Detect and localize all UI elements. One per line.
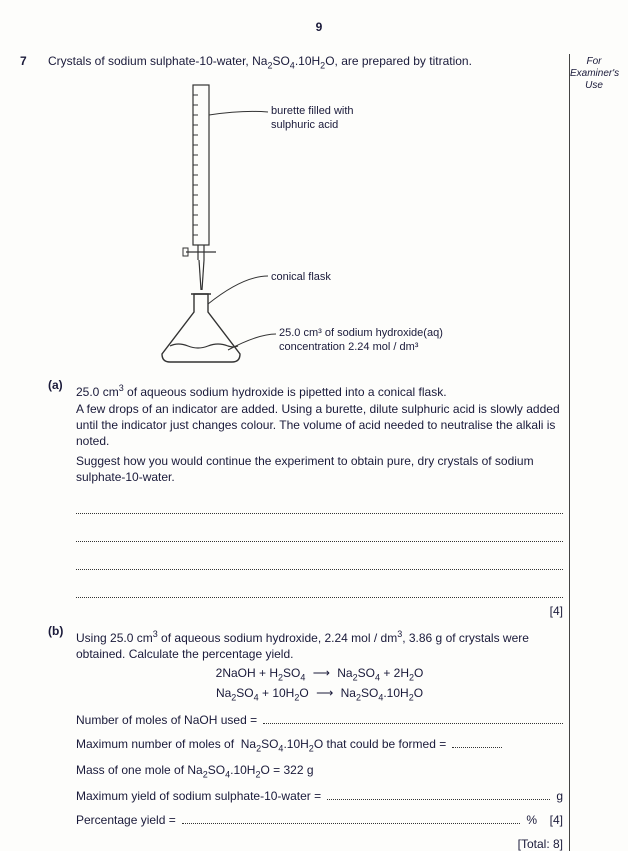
answer-line[interactable]: [76, 500, 563, 514]
question-body: Crystals of sodium sulphate-10-water, Na…: [48, 54, 563, 851]
part-b-label: (b): [48, 624, 70, 851]
answer-blank[interactable]: [182, 814, 521, 824]
question-number: 7: [20, 54, 36, 68]
total-marks: [Total: 8]: [76, 837, 563, 851]
question-row: 7 Crystals of sodium sulphate-10-water, …: [20, 54, 563, 851]
diagram: burette filled with sulphuric acid conic…: [48, 80, 563, 370]
flask-content-line2: concentration 2.24 mol / dm³: [279, 341, 419, 353]
examiner-label: For Examiner's Use: [570, 56, 618, 92]
main-column: 7 Crystals of sodium sulphate-10-water, …: [20, 54, 570, 851]
part-b-p1: Using 25.0 cm3 of aqueous sodium hydroxi…: [76, 628, 563, 662]
calc-max-yield: Maximum yield of sodium sulphate-10-wate…: [76, 789, 563, 803]
part-a: (a) 25.0 cm3 of aqueous sodium hydroxide…: [48, 378, 563, 617]
calc-molar-mass: Mass of one mole of Na2SO4.10H2O = 322 g: [76, 763, 563, 779]
part-b-body: Using 25.0 cm3 of aqueous sodium hydroxi…: [76, 624, 563, 851]
arrow-icon: ⟶: [312, 686, 337, 700]
part-a-body: 25.0 cm3 of aqueous sodium hydroxide is …: [76, 378, 563, 617]
part-a-label: (a): [48, 378, 70, 617]
flask-label: conical flask: [271, 271, 331, 283]
burette-label-line2: sulphuric acid: [271, 119, 338, 131]
calc-moles-naoh: Number of moles of NaOH used =: [76, 713, 563, 727]
part-b: (b) Using 25.0 cm3 of aqueous sodium hyd…: [48, 624, 563, 851]
answer-line[interactable]: [76, 556, 563, 570]
answer-blank[interactable]: [327, 790, 550, 800]
page: 9 7 Crystals of sodium sulphate-10-water…: [0, 0, 628, 848]
apparatus-svg: burette filled with sulphuric acid conic…: [148, 80, 508, 370]
calc-pct-yield: Percentage yield = % [4]: [76, 813, 563, 827]
part-a-marks: [4]: [76, 604, 563, 618]
page-number: 9: [20, 20, 618, 34]
answer-line[interactable]: [76, 528, 563, 542]
part-a-p2: Suggest how you would continue the exper…: [76, 453, 563, 485]
part-a-p1: 25.0 cm3 of aqueous sodium hydroxide is …: [76, 382, 563, 449]
calc-max-moles: Maximum number of moles of Na2SO4.10H2O …: [76, 737, 563, 753]
unit-g: g: [556, 789, 563, 803]
answer-blank[interactable]: [263, 714, 563, 724]
equation-1: 2NaOH + H2SO4 ⟶ Na2SO4 + 2H2O: [76, 666, 563, 682]
unit-percent: %: [526, 813, 537, 827]
answer-blank[interactable]: [452, 738, 502, 748]
answer-line[interactable]: [76, 584, 563, 598]
flask-content-line1: 25.0 cm³ of sodium hydroxide(aq): [279, 327, 443, 339]
equation-2: Na2SO4 + 10H2O ⟶ Na2SO4.10H2O: [76, 686, 563, 702]
intro-text: Crystals of sodium sulphate-10-water, Na…: [48, 54, 563, 70]
part-b-marks: [4]: [543, 813, 563, 827]
examiner-column: For Examiner's Use: [570, 54, 618, 92]
layout: 7 Crystals of sodium sulphate-10-water, …: [20, 54, 618, 851]
burette-label-line1: burette filled with: [271, 105, 354, 117]
arrow-icon: ⟶: [309, 666, 334, 680]
